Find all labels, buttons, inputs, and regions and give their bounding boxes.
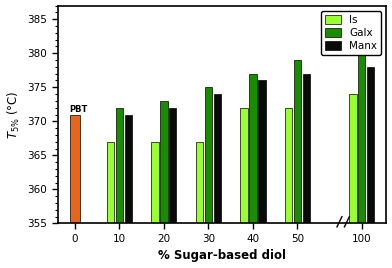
- Bar: [125, 114, 132, 224]
- Bar: [151, 142, 159, 224]
- Bar: [70, 114, 80, 224]
- Text: PBT: PBT: [69, 105, 87, 114]
- Bar: [240, 108, 248, 224]
- Bar: [205, 87, 212, 224]
- Bar: [214, 94, 221, 224]
- Bar: [349, 94, 356, 224]
- Bar: [303, 74, 310, 224]
- Bar: [249, 74, 257, 224]
- Y-axis label: $T_{5\%}$ (°C): $T_{5\%}$ (°C): [5, 90, 22, 139]
- Bar: [285, 108, 292, 224]
- Bar: [358, 40, 365, 224]
- Bar: [160, 101, 167, 224]
- Bar: [107, 142, 114, 224]
- X-axis label: % Sugar-based diol: % Sugar-based diol: [158, 250, 286, 262]
- Bar: [196, 142, 203, 224]
- Legend: Is, Galx, Manx: Is, Galx, Manx: [321, 11, 381, 55]
- Bar: [294, 60, 301, 224]
- Bar: [258, 80, 265, 224]
- Bar: [116, 108, 123, 224]
- Bar: [169, 108, 176, 224]
- Bar: [367, 67, 374, 224]
